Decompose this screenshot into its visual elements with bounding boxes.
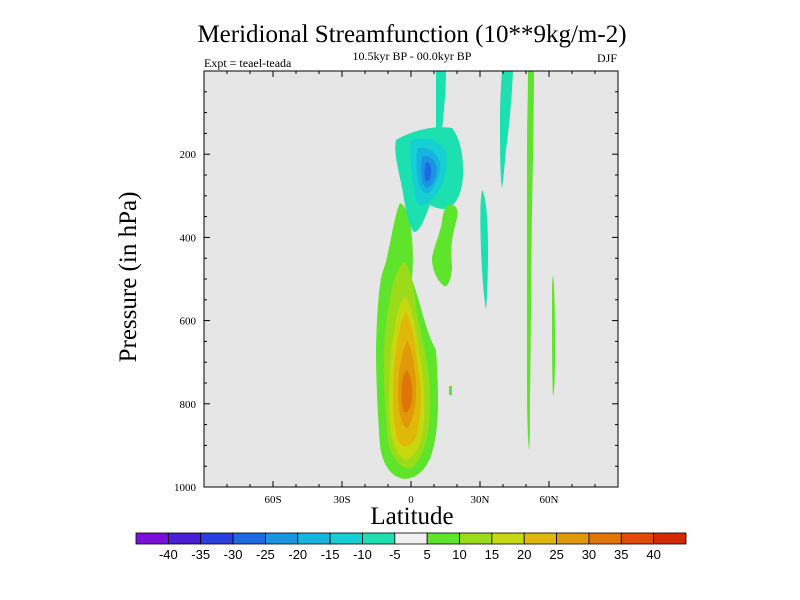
colorbar-swatch <box>167 532 202 545</box>
x-tick-label: 30N <box>471 494 490 506</box>
axis-ticks <box>203 70 619 488</box>
colorbar-swatch <box>523 532 557 545</box>
colorbar-swatch <box>556 532 590 545</box>
y-axis-title: Pressure (in hPa) <box>115 192 142 363</box>
x-tick-label: 60S <box>264 494 281 506</box>
contour-neg-25 <box>424 162 432 182</box>
colorbar-label: 10 <box>452 547 466 562</box>
contour-neg-strip-3 <box>480 190 488 310</box>
colorbar-label: 35 <box>614 547 628 562</box>
contour-pos-30 <box>401 370 413 413</box>
colorbar-label: 30 <box>582 547 596 562</box>
colorbar-label: -10 <box>353 547 372 562</box>
colorbar-labels: -40 -35 -30 -25 -20 -15 -10 -5 5 10 15 20 25 30 35 40 <box>159 547 661 562</box>
x-tick-label: 30S <box>333 494 350 506</box>
colorbar-label: -30 <box>224 547 243 562</box>
chart-subtitle-center: 10.5kyr BP - 00.0kyr BP <box>353 49 472 63</box>
contour-layer <box>376 71 555 479</box>
y-tick-label: 1000 <box>174 482 197 494</box>
colorbar-label: -35 <box>191 547 210 562</box>
chart-title: Meridional Streamfunction (10**9kg/m-2) <box>197 21 626 48</box>
x-axis-title: Latitude <box>370 503 453 530</box>
contour-neg-strip-1 <box>436 71 446 130</box>
colorbar-label: -15 <box>321 547 340 562</box>
y-tick-label: 800 <box>180 399 197 411</box>
y-tick-label: 600 <box>180 316 197 328</box>
contour-neg-strip-2 <box>500 71 513 188</box>
colorbar-label: 15 <box>485 547 499 562</box>
x-tick-label: 0 <box>408 494 414 506</box>
colorbar-label: 25 <box>549 547 563 562</box>
colorbar-swatch <box>394 532 428 545</box>
contour-pos-strip-1 <box>527 71 534 450</box>
colorbar-label: 40 <box>646 547 660 562</box>
colorbar-swatch <box>265 532 299 545</box>
colorbar-swatch <box>459 532 493 545</box>
colorbar-label: 5 <box>424 547 431 562</box>
y-tick-label: 200 <box>180 149 197 161</box>
contour-pos-strip-2 <box>552 275 555 397</box>
colorbar-swatch <box>200 532 234 545</box>
colorbar-label: -25 <box>256 547 275 562</box>
colorbar-swatch <box>588 532 622 545</box>
contour-pos-blob <box>432 204 458 287</box>
colorbar-swatch <box>426 532 460 545</box>
colorbar-swatch <box>135 532 169 545</box>
colorbar-swatch <box>232 532 266 545</box>
colorbar-label: -40 <box>159 547 178 562</box>
axis-tick-labels: 60S 30S 0 30N 60N 200 400 600 800 1000 <box>174 149 559 506</box>
chart-subtitle-left: Expt = teael-teada <box>204 56 292 70</box>
colorbar-swatch <box>297 532 331 545</box>
colorbar <box>135 532 687 545</box>
colorbar-swatch <box>362 532 396 545</box>
y-tick-label: 400 <box>180 232 197 244</box>
colorbar-label: -5 <box>389 547 401 562</box>
contour-pos-speck <box>449 386 452 395</box>
colorbar-label: -20 <box>288 547 307 562</box>
x-tick-label: 60N <box>540 494 559 506</box>
colorbar-label: 20 <box>517 547 531 562</box>
chart-subtitle-right: DJF <box>597 51 617 65</box>
colorbar-swatch <box>653 532 687 545</box>
colorbar-swatch <box>491 532 525 545</box>
colorbar-swatch <box>329 532 363 545</box>
colorbar-swatch <box>620 532 655 545</box>
